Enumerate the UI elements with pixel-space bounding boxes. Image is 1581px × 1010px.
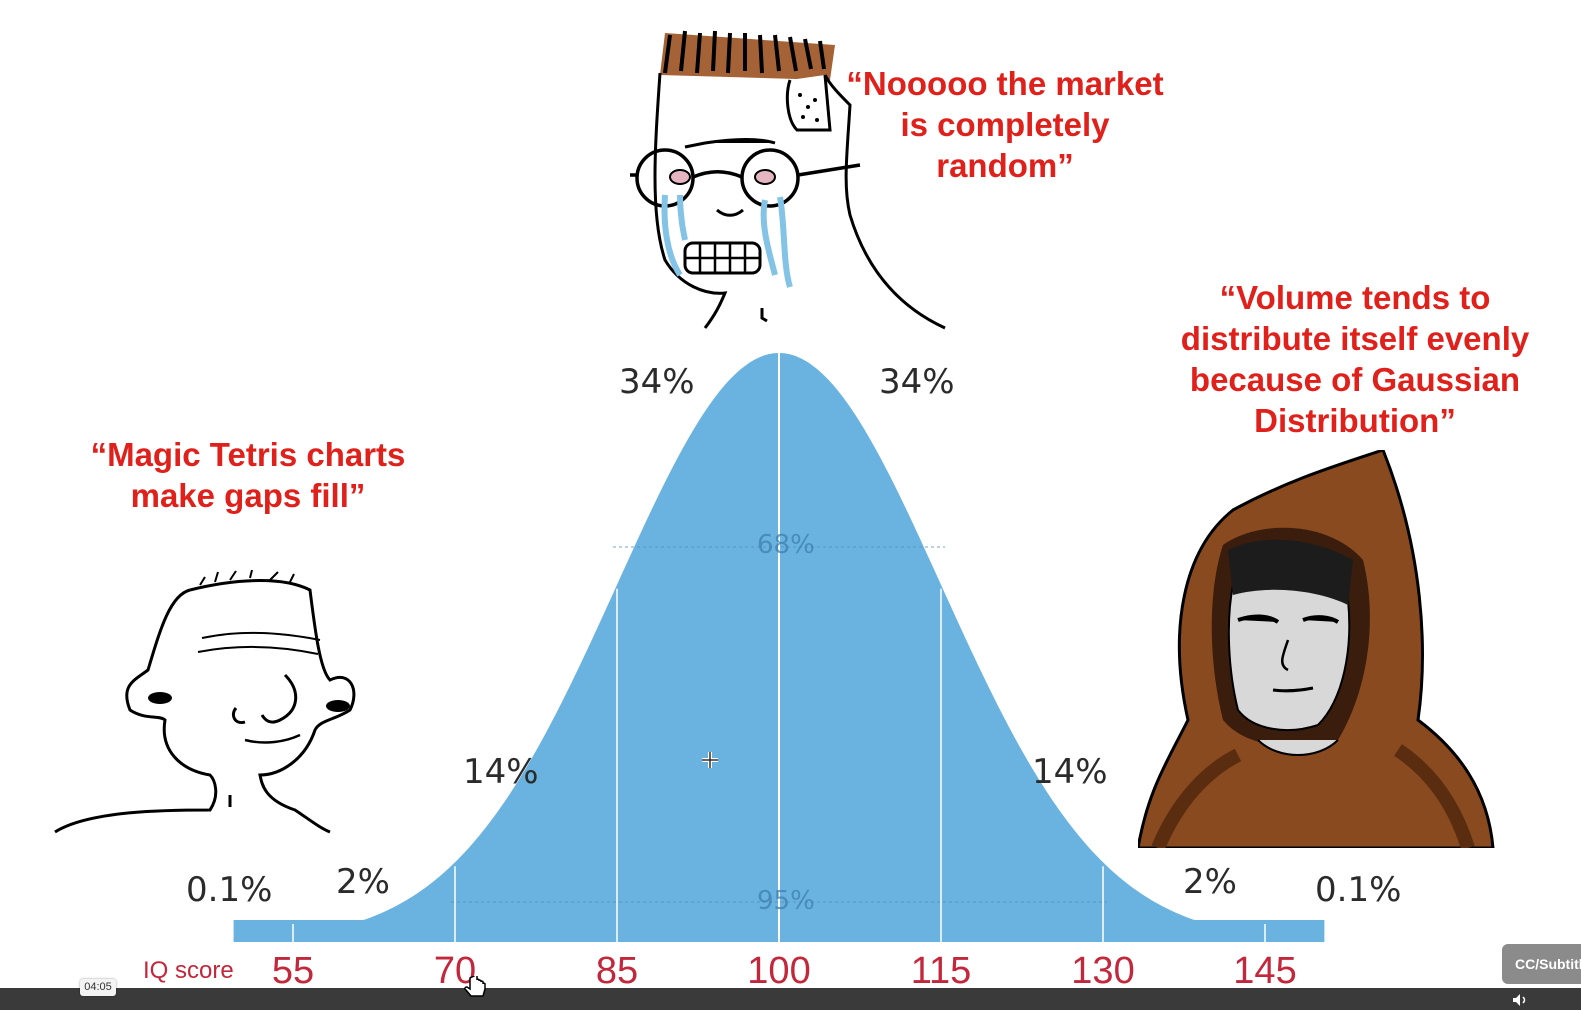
quote-right: “Volume tends to distribute itself evenl… <box>1180 279 1530 439</box>
tick-label-115: 115 <box>910 950 972 992</box>
pct-right-mid: 14% <box>1032 752 1108 792</box>
pct-left-center: 34% <box>619 362 695 402</box>
tick-label-55: 55 <box>271 950 315 992</box>
pct-right-center: 34% <box>879 362 955 402</box>
inner-pct-one-sd: 68% <box>757 530 815 560</box>
inner-pct-two-sd: 95% <box>757 886 815 916</box>
wojak-brainlet-character <box>54 570 356 834</box>
pct-far-left: 0.1% <box>186 870 273 910</box>
video-progress-bar[interactable] <box>0 988 1581 1010</box>
tick-label-100: 100 <box>747 950 811 992</box>
pct-left-tail: 2% <box>336 862 390 902</box>
pct-far-right: 0.1% <box>1315 870 1402 910</box>
tick-label-145: 145 <box>1233 950 1297 992</box>
timestamp-tooltip: 04:05 <box>80 979 116 996</box>
axis-label-iq-score: IQ score <box>143 957 234 984</box>
speaker-icon[interactable] <box>1512 993 1528 1007</box>
tick-label-130: 130 <box>1071 950 1135 992</box>
cc-subtitles-button[interactable]: CC/Subtitles <box>1502 944 1581 984</box>
hand-pointer-cursor-icon <box>464 976 486 997</box>
wojak-hooded-monk-character <box>1138 450 1495 848</box>
pct-left-mid: 14% <box>463 752 539 792</box>
tick-label-85: 85 <box>595 950 639 992</box>
tick-label-70: 70 <box>433 950 477 992</box>
quote-left: “Magic Tetris charts make gaps fill” <box>90 436 406 514</box>
wojak-crying-glasses-character <box>630 30 946 330</box>
pct-right-tail: 2% <box>1183 862 1237 902</box>
crosshair-cursor-icon <box>702 752 718 768</box>
quote-middle: “Nooooo the market is completely random” <box>846 65 1164 184</box>
